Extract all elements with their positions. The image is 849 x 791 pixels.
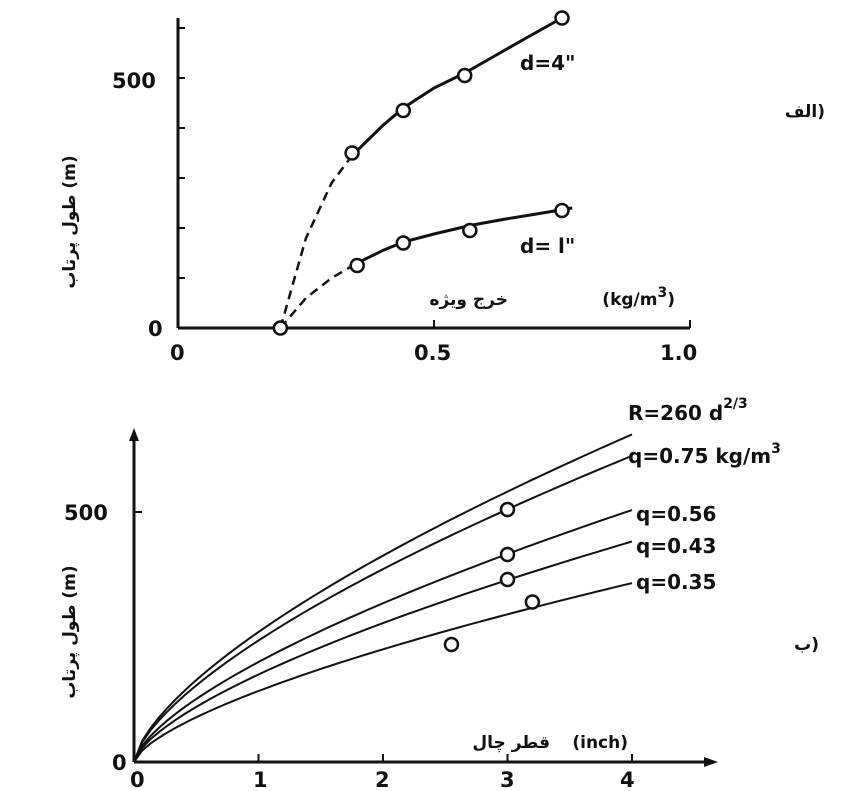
top-x-axis-unit: (kg/m3) [602, 285, 675, 310]
bottom-series-3-line [133, 540, 633, 763]
bottom-series-4-line [133, 582, 633, 763]
top-series-1-marker-2 [395, 235, 412, 251]
top-series-1-marker-3 [462, 222, 478, 239]
label-q056: q=0.56 [636, 502, 716, 526]
bottom-x-tick-1: 1 [253, 768, 268, 791]
label-R-260: R=260 d2/3 [628, 396, 748, 425]
top-series-1-dashed-line [279, 261, 358, 329]
top-x-tick-0.5: 0.5 [414, 341, 451, 365]
top-series-0-line [351, 16, 563, 157]
top-series-label-d4: d=4" [520, 51, 575, 75]
top-panel: 0 500 0 0.5 1.0 d=4" d= l" (kg/m3) خرج و… [60, 10, 825, 365]
top-series-0-marker-0 [344, 145, 360, 161]
bottom-data-point-2 [499, 546, 516, 563]
bottom-y-tick-500: 500 [64, 501, 108, 525]
bottom-data-point-3 [499, 571, 516, 588]
top-x-tick-1.0: 1.0 [660, 341, 697, 365]
top-series-1-line [356, 206, 573, 265]
top-series-1-marker-0 [272, 320, 289, 336]
top-y-axis-title: طول پرتاب (m) [60, 155, 80, 288]
top-series-1-marker-4 [554, 202, 570, 219]
top-markers [272, 10, 570, 336]
top-panel-label: الف) [785, 102, 825, 122]
top-series-1-marker-1 [349, 257, 365, 274]
bottom-series-2-line [133, 509, 633, 763]
top-x-tick-0: 0 [170, 341, 185, 365]
bottom-data-point-4 [524, 594, 541, 610]
bottom-curves [133, 433, 633, 763]
top-tick-marks [178, 27, 691, 328]
label-q043: q=0.43 [636, 534, 716, 558]
bottom-data-point-0 [443, 636, 460, 653]
bottom-x-axis-unit: (inch) [572, 733, 628, 753]
bottom-x-tick-0: 0 [130, 768, 145, 791]
bottom-panel: 0 500 0 1 2 3 4 R=260 d2/3 q=0.75 kg/m3 … [60, 396, 819, 791]
bottom-x-tick-4: 4 [620, 768, 635, 791]
top-y-tick-500: 500 [112, 69, 156, 93]
top-series-0-marker-3 [554, 10, 570, 26]
bottom-series-0-line [133, 433, 633, 763]
bottom-y-axis-title: طول پرتاب (m) [60, 565, 80, 698]
bottom-markers [443, 501, 541, 653]
top-x-axis-title: خرج ویژه [429, 290, 508, 310]
bottom-y-arrowhead [129, 428, 139, 441]
label-q075: q=0.75 kg/m3 [628, 441, 781, 468]
top-y-tick-0: 0 [148, 317, 163, 341]
bottom-x-axis-title: قطر چال [472, 733, 550, 753]
top-series-0-marker-1 [395, 102, 412, 119]
bottom-panel-label: ب) [794, 635, 819, 655]
bottom-x-tick-3: 3 [500, 768, 515, 791]
label-q035: q=0.35 [636, 570, 716, 594]
bottom-x-arrowhead [704, 757, 718, 767]
top-curves [279, 16, 573, 329]
bottom-series-1-line [133, 454, 633, 763]
bottom-x-tick-2: 2 [375, 768, 390, 791]
top-series-0-dashed-line [279, 154, 354, 329]
bottom-data-point-1 [499, 501, 516, 518]
bottom-y-tick-0: 0 [112, 751, 127, 775]
top-series-0-marker-2 [456, 67, 473, 84]
bottom-tick-marks [134, 511, 633, 762]
top-series-label-d1: d= l" [520, 234, 575, 258]
